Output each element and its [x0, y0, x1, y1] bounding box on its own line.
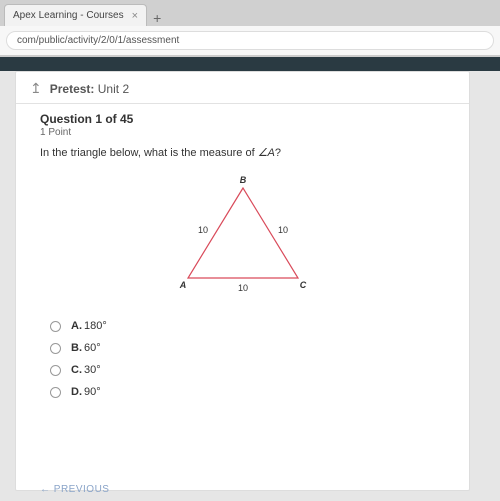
content-shell: ↥ Pretest: Unit 2 Question 1 of 45 1 Poi…	[0, 71, 500, 501]
radio-icon[interactable]	[50, 365, 61, 376]
radio-icon[interactable]	[50, 321, 61, 332]
close-icon[interactable]: ×	[132, 10, 138, 22]
browser-tab[interactable]: Apex Learning - Courses ×	[4, 4, 147, 26]
pretest-header: ↥ Pretest: Unit 2	[16, 72, 469, 104]
option-A[interactable]: A.180°	[50, 315, 445, 337]
pretest-label: Pretest: Unit 2	[50, 82, 129, 96]
new-tab-button[interactable]: +	[147, 10, 167, 26]
previous-button[interactable]: ← PREVIOUS	[40, 484, 109, 495]
vertex-A: A	[178, 280, 186, 290]
option-B[interactable]: B.60°	[50, 337, 445, 359]
side-AC-label: 10	[237, 283, 247, 293]
window-gap	[0, 57, 500, 71]
side-BC-label: 10	[277, 225, 287, 235]
radio-icon[interactable]	[50, 387, 61, 398]
triangle-figure: B A C 10 10 10	[40, 173, 445, 303]
browser-chrome: Apex Learning - Courses × + com/public/a…	[0, 0, 500, 57]
back-icon[interactable]: ↥	[30, 80, 42, 97]
url-bar: com/public/activity/2/0/1/assessment	[0, 26, 500, 56]
vertex-B: B	[239, 175, 246, 185]
triangle-svg: B A C 10 10 10	[158, 173, 328, 303]
url-input[interactable]: com/public/activity/2/0/1/assessment	[6, 31, 494, 50]
question-title: Question 1 of 45	[40, 112, 445, 126]
assessment-card: ↥ Pretest: Unit 2 Question 1 of 45 1 Poi…	[15, 71, 470, 491]
side-AB-label: 10	[197, 225, 207, 235]
option-D[interactable]: D.90°	[50, 381, 445, 403]
question-area: Question 1 of 45 1 Point In the triangle…	[16, 104, 469, 411]
option-C[interactable]: C.30°	[50, 359, 445, 381]
question-prompt: In the triangle below, what is the measu…	[40, 146, 445, 159]
radio-icon[interactable]	[50, 343, 61, 354]
tab-bar: Apex Learning - Courses × +	[0, 0, 500, 26]
vertex-C: C	[299, 280, 306, 290]
tab-title: Apex Learning - Courses	[13, 10, 124, 21]
answer-options: A.180° B.60° C.30° D.90°	[50, 315, 445, 403]
question-points: 1 Point	[40, 127, 445, 138]
